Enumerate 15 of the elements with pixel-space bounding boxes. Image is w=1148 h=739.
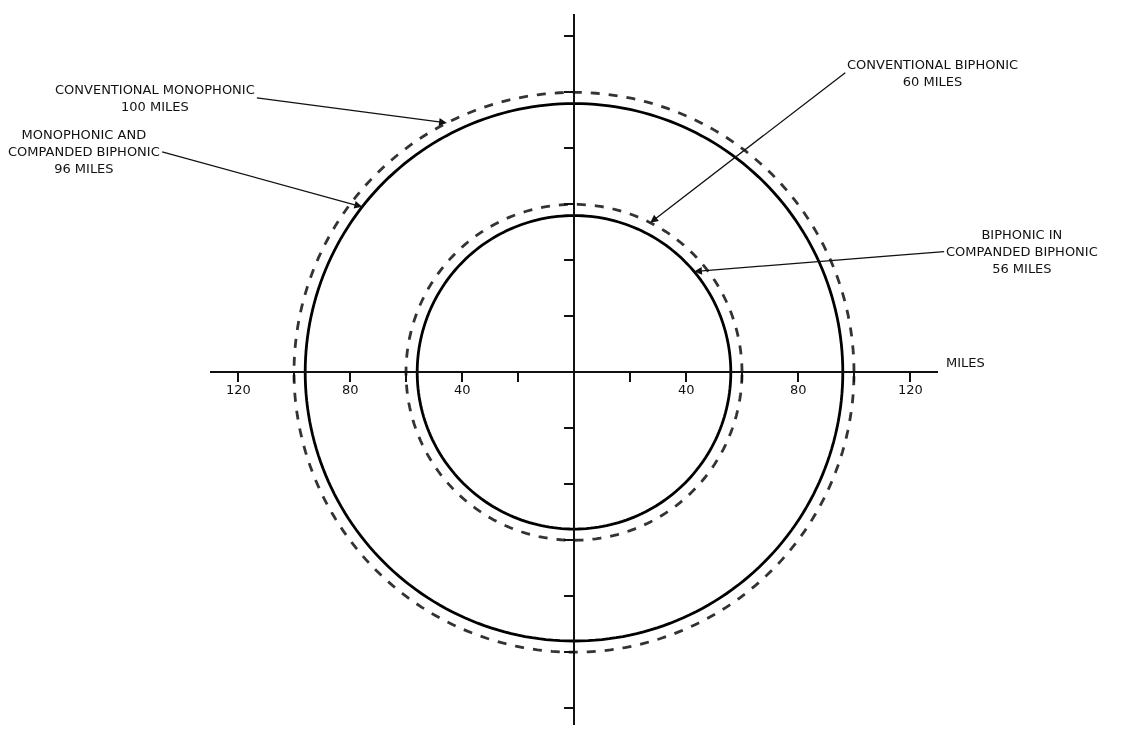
legend-label: BIPHONIC IN COMPANDED BIPHONIC [946, 227, 1098, 259]
legend-label: CONVENTIONAL BIPHONIC [847, 57, 1019, 72]
data-label: 56 MILES [992, 260, 1052, 276]
data-label: 60 MILES [902, 73, 963, 89]
text: 80 [790, 382, 807, 397]
legend-label: MONOPHONIC AND COMPANDED BIPHONIC [8, 127, 160, 159]
text: 80 [342, 382, 359, 397]
text: 120 [226, 382, 251, 397]
legend-label: CONVENTIONAL MONOPHONIC [55, 82, 255, 97]
text: MILES [946, 355, 985, 370]
text: 40 [454, 382, 471, 397]
text: 40 [678, 382, 695, 397]
data-label: 96 MILES [54, 160, 114, 176]
text: 120 [898, 382, 923, 397]
data-label: 100 MILES [121, 98, 189, 114]
